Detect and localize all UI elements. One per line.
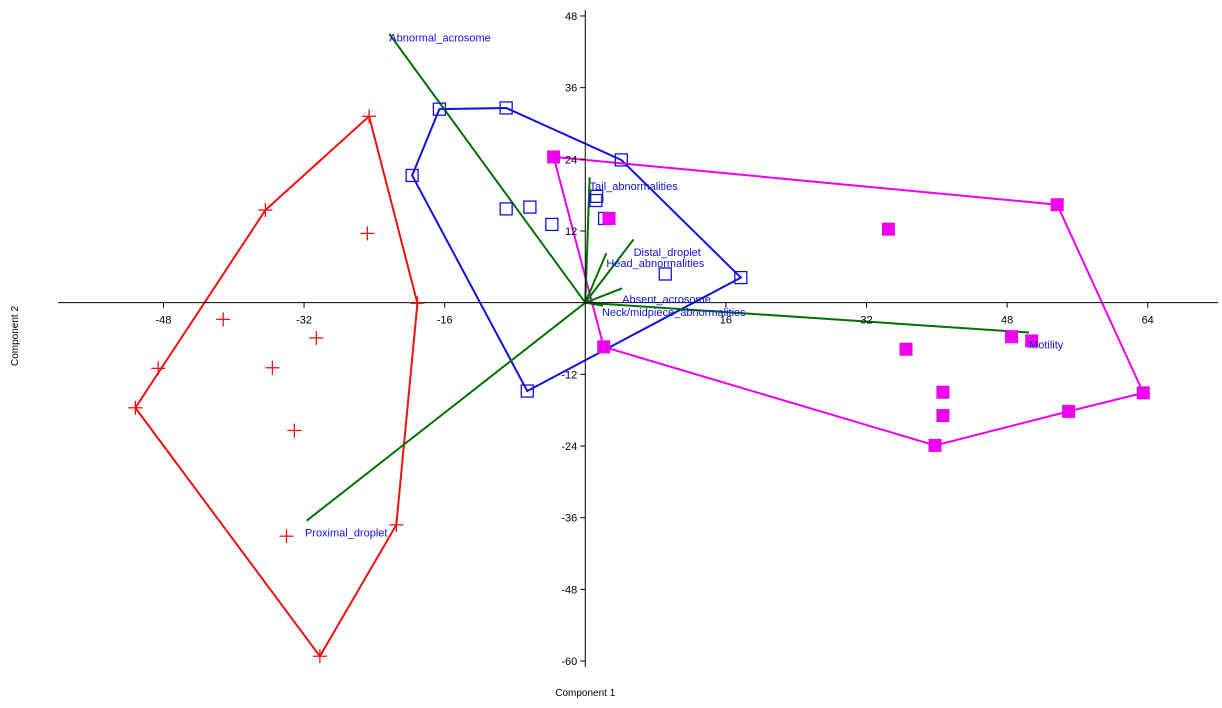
- point-plus: [309, 330, 324, 345]
- point-square-open: [520, 384, 534, 398]
- y-tick-label: -36: [561, 513, 577, 525]
- x-tick-label: -16: [437, 315, 453, 327]
- point-square-open: [405, 168, 419, 183]
- point-plus: [360, 226, 375, 241]
- loading-vector: [306, 301, 586, 522]
- x-tick-label: 48: [1001, 315, 1013, 327]
- point-square-filled: [881, 222, 895, 236]
- point-square-filled: [936, 385, 950, 399]
- point-plus: [128, 400, 143, 415]
- loading-vector: [584, 287, 623, 304]
- axis-ticks: -48 -32 -16 16 32 48 64 48 36 24 12 -12 -24 -36 -48 -60: [156, 11, 1154, 668]
- loading-label: Abnormal_acrosome: [389, 32, 491, 44]
- point-plus: [287, 423, 302, 438]
- y-tick-label: 12: [565, 226, 577, 238]
- x-tick-label: 32: [860, 315, 872, 327]
- point-plus: [362, 109, 377, 124]
- axes: [58, 10, 1218, 667]
- data-points: [128, 101, 1150, 664]
- point-plus: [265, 360, 280, 375]
- loading-label: Motility: [1029, 339, 1064, 351]
- point-plus: [410, 296, 425, 311]
- point-square-filled: [1136, 386, 1150, 400]
- point-square-filled: [547, 150, 561, 164]
- point-square-open: [589, 193, 603, 208]
- y-tick-label: 48: [565, 11, 577, 23]
- loading-label: Distal_droplet: [634, 247, 701, 259]
- point-square-filled: [936, 409, 950, 423]
- x-tick-label: 64: [1142, 315, 1154, 327]
- loading-label: Tail_abnormalities: [590, 181, 679, 193]
- point-square-open: [545, 217, 559, 232]
- y-tick-label: -60: [561, 656, 577, 668]
- x-axis-title: Component 1: [555, 688, 615, 699]
- loading-vectors: [306, 33, 1030, 522]
- y-axis-title: Component 2: [10, 306, 21, 366]
- point-square-open: [590, 189, 604, 203]
- point-square-filled: [1062, 404, 1076, 418]
- point-square-filled: [899, 342, 913, 356]
- point-square-open: [499, 202, 513, 216]
- loading-label: Neck/midpiece_abnormalities: [602, 307, 746, 319]
- loading-labels: Abnormal_acrosome Tail_abnormalities Dista…: [305, 32, 1064, 539]
- loading-vector: [584, 177, 591, 303]
- loading-vector: [585, 301, 1030, 334]
- point-square-filled: [928, 438, 942, 452]
- loading-vector: [584, 238, 635, 304]
- loading-vector: [584, 252, 608, 304]
- y-tick-label: 24: [565, 154, 577, 166]
- point-square-open: [432, 102, 447, 116]
- point-square-filled: [597, 340, 611, 354]
- convex-hull-1: [134, 114, 419, 659]
- x-tick-label: -48: [156, 315, 172, 327]
- loading-label: Absent_acrosome: [622, 294, 711, 306]
- point-plus: [216, 312, 231, 327]
- y-tick-label: -12: [561, 369, 577, 381]
- point-plus: [279, 529, 294, 544]
- convex-hull-2: [411, 106, 743, 393]
- point-square-open: [614, 153, 628, 167]
- point-square-open: [523, 200, 537, 214]
- point-plus: [258, 203, 273, 218]
- point-plus: [312, 649, 327, 664]
- x-tick-label: -32: [296, 315, 312, 327]
- loading-label: Head_abnormalities: [606, 258, 704, 270]
- point-square-open: [499, 101, 513, 115]
- loading-vector: [388, 33, 587, 304]
- y-tick-label: 36: [565, 83, 577, 95]
- point-square-filled: [1004, 330, 1018, 344]
- y-tick-label: -48: [561, 584, 577, 596]
- x-tick-label: 16: [720, 315, 732, 327]
- y-tick-label: -24: [561, 441, 577, 453]
- loading-label: Proximal_droplet: [305, 528, 388, 540]
- point-square-filled: [1050, 198, 1064, 212]
- point-square-filled: [602, 211, 616, 225]
- point-plus: [389, 517, 404, 532]
- point-square-filled: [1025, 334, 1039, 348]
- point-square-open: [734, 270, 748, 285]
- point-square-open: [658, 267, 672, 281]
- point-plus: [151, 361, 166, 376]
